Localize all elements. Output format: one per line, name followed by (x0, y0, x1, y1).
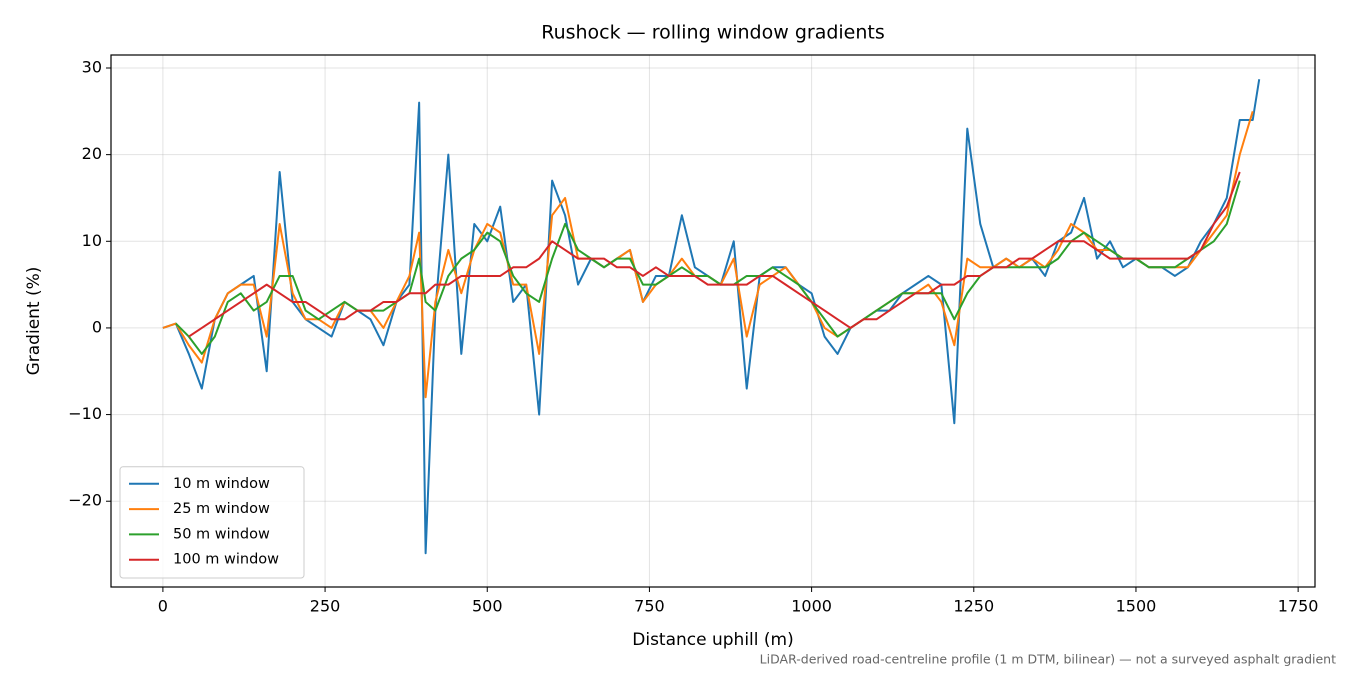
x-tick-label: 750 (634, 597, 665, 616)
x-tick-label: 0 (158, 597, 168, 616)
x-tick-label: 500 (472, 597, 503, 616)
legend-label: 10 m window (173, 476, 270, 492)
x-tick-label: 1250 (953, 597, 994, 616)
y-tick-label: 20 (82, 144, 102, 163)
legend-label: 50 m window (173, 526, 270, 542)
series-line (188, 171, 1241, 338)
x-tick-label: 250 (310, 597, 341, 616)
y-tick-label: 10 (82, 231, 102, 250)
legend-box (119, 466, 305, 579)
x-axis-label: Distance uphill (m) (632, 630, 793, 650)
plot-frame (110, 54, 1316, 588)
legend-label: 25 m window (173, 501, 270, 517)
y-tick-label: −20 (68, 491, 102, 510)
y-axis-label: Gradient (%) (24, 267, 44, 376)
y-tick-label: −10 (68, 404, 102, 423)
footnote: LiDAR-derived road-centreline profile (1… (760, 652, 1336, 667)
y-tick-label: 30 (82, 57, 102, 76)
x-tick-label: 1000 (791, 597, 832, 616)
chart-title: Rushock — rolling window gradients (541, 22, 885, 44)
series-line (175, 180, 1241, 355)
legend-label: 100 m window (173, 552, 279, 568)
x-tick-label: 1500 (1116, 597, 1157, 616)
x-tick-label: 1750 (1278, 597, 1319, 616)
y-tick-label: 0 (92, 317, 102, 336)
